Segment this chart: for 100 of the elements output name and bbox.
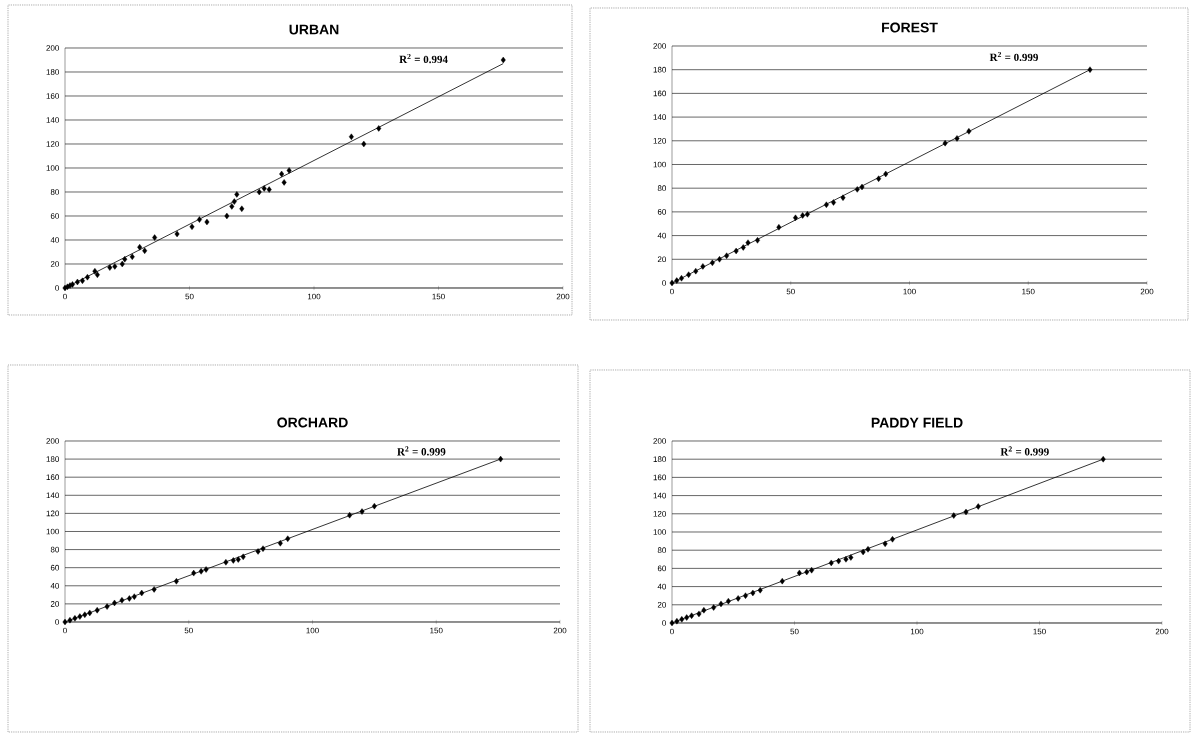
- x-tick-label: 0: [63, 293, 67, 300]
- point: [963, 508, 969, 516]
- x-tick-label: 100: [910, 628, 924, 635]
- x-tick-label: 0: [63, 627, 67, 634]
- point: [500, 56, 506, 64]
- point: [840, 194, 846, 201]
- y-tick-label: 60: [657, 565, 667, 572]
- x-tick-label: 50: [185, 293, 194, 300]
- point: [679, 275, 684, 282]
- y-tick-label: 80: [50, 546, 60, 553]
- point: [733, 247, 739, 255]
- point: [94, 271, 100, 278]
- point: [951, 512, 957, 519]
- y-tick-label: 160: [653, 474, 667, 481]
- y-tick-label: 120: [653, 137, 667, 144]
- point: [104, 603, 110, 610]
- y-tick-label: 160: [46, 474, 60, 481]
- x-tick-label: 0: [670, 288, 674, 295]
- y-tick-label: 120: [46, 141, 60, 147]
- point: [711, 604, 717, 611]
- annotation: R$^{2}$ = 0.999: [989, 51, 1038, 62]
- annotation: R$^{2}$ = 0.999: [1000, 446, 1049, 456]
- point: [137, 243, 143, 251]
- point: [256, 188, 262, 196]
- point: [151, 586, 157, 593]
- y-tick-label: 20: [50, 261, 60, 267]
- point: [836, 557, 842, 565]
- chart-title: FOREST: [882, 22, 938, 33]
- point: [854, 186, 860, 193]
- point: [204, 218, 210, 226]
- point: [498, 455, 504, 463]
- point: [84, 273, 90, 281]
- x-tick-label: 200: [1155, 628, 1169, 635]
- y-tick-label: 20: [50, 601, 60, 607]
- y-tick-label: 180: [46, 456, 60, 462]
- point: [745, 239, 751, 246]
- point: [779, 577, 785, 585]
- y-tick-label: 20: [657, 256, 667, 263]
- point: [796, 569, 802, 577]
- y-tick-label: 20: [657, 601, 667, 608]
- point: [277, 540, 283, 547]
- point: [62, 618, 68, 626]
- chart-title: PADDY FIELD: [871, 417, 963, 428]
- x-tick-label: 200: [553, 627, 567, 634]
- point: [92, 267, 98, 275]
- point: [757, 587, 763, 594]
- point: [809, 567, 815, 574]
- y-tick-label: 180: [653, 456, 667, 463]
- point: [696, 610, 702, 618]
- point: [954, 135, 960, 142]
- point: [112, 263, 118, 270]
- x-tick-label: 100: [903, 288, 916, 295]
- point: [804, 568, 810, 576]
- point: [848, 554, 854, 561]
- point: [67, 616, 73, 624]
- point: [197, 216, 202, 223]
- point: [94, 607, 100, 614]
- point: [669, 619, 675, 627]
- y-tick-label: 0: [662, 620, 667, 626]
- point: [152, 234, 158, 241]
- point: [285, 535, 291, 542]
- point: [198, 568, 204, 575]
- annotation: R$^{2}$ = 0.999: [397, 446, 446, 456]
- point: [131, 593, 137, 600]
- point: [674, 277, 680, 284]
- x-tick-label: 0: [670, 628, 674, 635]
- point: [281, 179, 287, 186]
- point: [679, 616, 685, 623]
- point: [266, 186, 272, 193]
- point: [174, 230, 180, 238]
- y-tick-label: 180: [653, 66, 667, 73]
- point: [347, 512, 353, 519]
- x-tick-label: 200: [1140, 288, 1154, 295]
- y-tick-label: 100: [46, 165, 60, 171]
- y-tick-label: 60: [50, 213, 60, 219]
- y-tick-label: 80: [657, 185, 667, 192]
- x-tick-label: 100: [306, 627, 319, 634]
- y-tick-label: 0: [662, 280, 667, 286]
- point: [240, 553, 246, 561]
- point: [203, 566, 209, 573]
- y-tick-label: 100: [46, 528, 60, 535]
- point: [224, 212, 230, 220]
- point: [831, 199, 836, 206]
- point: [823, 201, 829, 208]
- y-tick-label: 200: [46, 438, 60, 444]
- point: [255, 548, 261, 555]
- point: [686, 271, 692, 278]
- point: [718, 600, 724, 608]
- point: [693, 267, 699, 275]
- y-tick-label: 200: [46, 45, 60, 51]
- point: [701, 607, 707, 614]
- point: [173, 578, 179, 585]
- y-tick-label: 80: [50, 189, 60, 195]
- x-tick-label: 150: [430, 627, 443, 634]
- point: [800, 212, 806, 219]
- point: [119, 260, 125, 268]
- point: [689, 612, 695, 619]
- point: [70, 281, 75, 288]
- y-tick-label: 0: [55, 619, 60, 625]
- y-tick-label: 180: [46, 69, 60, 75]
